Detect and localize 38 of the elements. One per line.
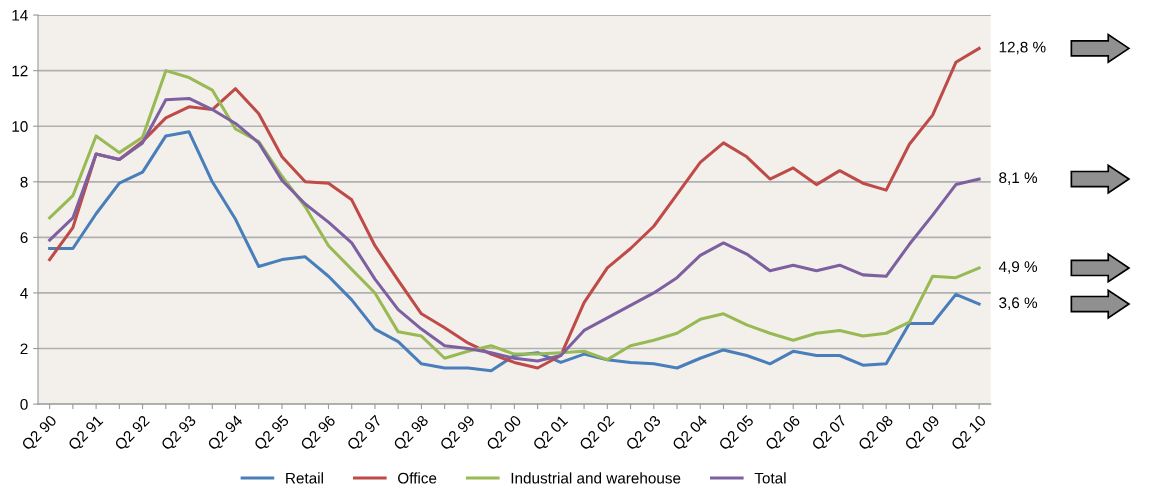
x-tick-label: Q2 05 bbox=[718, 414, 757, 453]
annotation: 8,1 % bbox=[999, 172, 1038, 185]
x-tick-label: Q2 99 bbox=[439, 414, 478, 453]
y-tick-label: 10 bbox=[12, 121, 28, 132]
y-tick-label: 8 bbox=[20, 176, 28, 188]
x-tick-label: Q2 09 bbox=[904, 414, 942, 453]
x-tick-label: Q2 00 bbox=[485, 414, 524, 453]
line-series bbox=[48, 130, 981, 373]
x-tick-label: Q2 06 bbox=[764, 414, 803, 453]
annotation: 12,8 % bbox=[999, 41, 1046, 55]
legend-label: Retail bbox=[286, 472, 323, 484]
x-tick-label: Q2 95 bbox=[253, 414, 292, 453]
x-tick-label: Q2 97 bbox=[346, 414, 385, 453]
x-tick-label: Q2 08 bbox=[857, 414, 896, 453]
x-tick-label: Q2 03 bbox=[625, 414, 664, 453]
y-tick-label: 0 bbox=[20, 398, 28, 410]
x-tick-label: Q2 92 bbox=[113, 414, 152, 453]
x-tick-label: Q2 96 bbox=[299, 414, 338, 453]
y-tick-label: 6 bbox=[20, 232, 28, 244]
y-tick-label: 4 bbox=[20, 287, 28, 299]
annotation: 3,6 % bbox=[999, 297, 1038, 310]
legend-label: Industrial and warehouse bbox=[511, 472, 681, 484]
x-tick-label: Q2 02 bbox=[578, 414, 617, 453]
x-tick-label: Q2 01 bbox=[532, 414, 571, 453]
y-tick-label: 2 bbox=[20, 343, 28, 355]
x-tick-label: Q2 10 bbox=[950, 414, 989, 453]
x-tick-label: Q2 04 bbox=[671, 414, 710, 453]
x-tick-label: Q2 94 bbox=[206, 414, 246, 453]
legend-label: Office bbox=[398, 472, 437, 484]
x-tick-label: Q2 93 bbox=[160, 414, 199, 453]
y-tick-label: 12 bbox=[12, 65, 28, 77]
x-tick-label: Q2 07 bbox=[811, 414, 850, 453]
legend-label: Total bbox=[754, 472, 786, 484]
y-tick-label: 14 bbox=[12, 10, 28, 21]
x-tick-label: Q2 98 bbox=[392, 414, 431, 453]
x-tick-label: Q2 91 bbox=[67, 414, 106, 453]
annotation: 4,9 % bbox=[998, 261, 1038, 274]
x-tick-label: Q2 90 bbox=[21, 414, 60, 453]
